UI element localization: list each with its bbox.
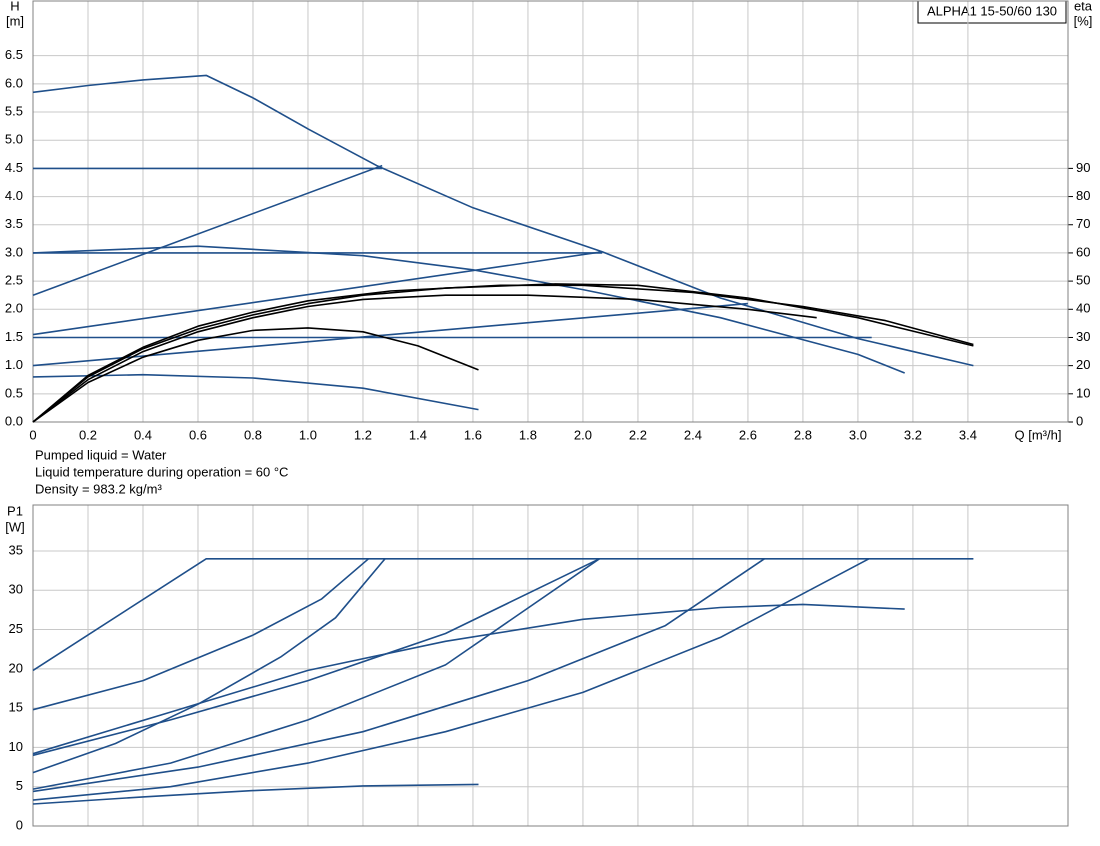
y-tick-label: 10 — [9, 739, 23, 754]
y2-tick-label: 70 — [1076, 216, 1090, 231]
x-tick-label: 1.4 — [409, 427, 427, 442]
y2-tick-label: 50 — [1076, 273, 1090, 288]
y-tick-label: 0.5 — [5, 385, 23, 400]
curve — [32, 283, 974, 423]
curve — [32, 558, 600, 757]
x-tick-label: 2.4 — [684, 427, 702, 442]
curve — [32, 294, 817, 423]
x-tick-label: 3.4 — [959, 427, 977, 442]
y2-unit: [%] — [1074, 13, 1093, 28]
x-tick-label: 0.2 — [79, 427, 97, 442]
y-unit: [m] — [6, 13, 24, 28]
y2-tick-label: 90 — [1076, 160, 1090, 175]
curve — [32, 558, 870, 801]
x-tick-label: 1.6 — [464, 427, 482, 442]
x-tick-label: 0.6 — [189, 427, 207, 442]
y-tick-label: 30 — [9, 582, 23, 597]
note: Pumped liquid = Water — [35, 447, 167, 462]
x-tick-label: 1.8 — [519, 427, 537, 442]
curve — [32, 251, 603, 336]
curve — [32, 164, 383, 296]
y-tick-label: 6.5 — [5, 47, 23, 62]
y-tick-label: 25 — [9, 621, 23, 636]
y-tick-label: 3.5 — [5, 216, 23, 231]
curve — [32, 558, 600, 790]
y-tick-label: 6.0 — [5, 75, 23, 90]
curve — [32, 74, 974, 367]
x-tick-label: 3.2 — [904, 427, 922, 442]
y-tick-label: 4.0 — [5, 188, 23, 203]
x-tick-label: 3.0 — [849, 427, 867, 442]
y-label: P1 — [7, 503, 23, 518]
y-tick-label: 20 — [9, 660, 23, 675]
y-tick-label: 4.5 — [5, 160, 23, 175]
y-tick-label: 15 — [9, 700, 23, 715]
curve — [32, 558, 974, 672]
y2-tick-label: 20 — [1076, 357, 1090, 372]
note: Liquid temperature during operation = 60… — [35, 464, 288, 479]
y2-tick-label: 80 — [1076, 188, 1090, 203]
y2-tick-label: 0 — [1076, 413, 1083, 428]
curve — [32, 783, 479, 805]
x-tick-label: 2.8 — [794, 427, 812, 442]
y-tick-label: 5.0 — [5, 132, 23, 147]
curve — [32, 245, 905, 374]
x-tick-label: 0.4 — [134, 427, 152, 442]
y-tick-label: 1.0 — [5, 357, 23, 372]
y-unit: [W] — [5, 519, 25, 534]
curve — [32, 327, 479, 423]
x-tick-label: 0 — [29, 427, 36, 442]
y-tick-label: 2.5 — [5, 273, 23, 288]
y2-tick-label: 40 — [1076, 301, 1090, 316]
y-tick-label: 2.0 — [5, 301, 23, 316]
x-label: Q [m³/h] — [1015, 427, 1062, 442]
x-tick-label: 1.0 — [299, 427, 317, 442]
x-tick-label: 1.2 — [354, 427, 372, 442]
curve — [32, 373, 479, 411]
curve — [32, 558, 386, 774]
curve — [32, 558, 765, 793]
y-label: H — [10, 0, 19, 13]
curve — [32, 603, 905, 755]
y-tick-label: 0 — [16, 817, 23, 832]
plot-frame — [32, 504, 1069, 827]
x-tick-label: 0.8 — [244, 427, 262, 442]
y-tick-label: 3.0 — [5, 244, 23, 259]
y-tick-label: 1.5 — [5, 329, 23, 344]
x-tick-label: 2.0 — [574, 427, 592, 442]
curve — [32, 284, 974, 423]
y-tick-label: 5 — [16, 778, 23, 793]
y2-tick-label: 10 — [1076, 385, 1090, 400]
note: Density = 983.2 kg/m³ — [35, 481, 162, 496]
y-tick-label: 35 — [9, 542, 23, 557]
curve — [32, 302, 748, 367]
y-tick-label: 0.0 — [5, 413, 23, 428]
y2-tick-label: 60 — [1076, 244, 1090, 259]
x-tick-label: 2.6 — [739, 427, 757, 442]
annotation: ALPHA1 15-50/60 130 — [927, 3, 1057, 18]
plot-frame — [32, 0, 1069, 423]
y2-tick-label: 30 — [1076, 329, 1090, 344]
curve — [32, 558, 370, 711]
y-tick-label: 5.5 — [5, 103, 23, 118]
y2-label: eta — [1074, 0, 1093, 13]
x-tick-label: 2.2 — [629, 427, 647, 442]
